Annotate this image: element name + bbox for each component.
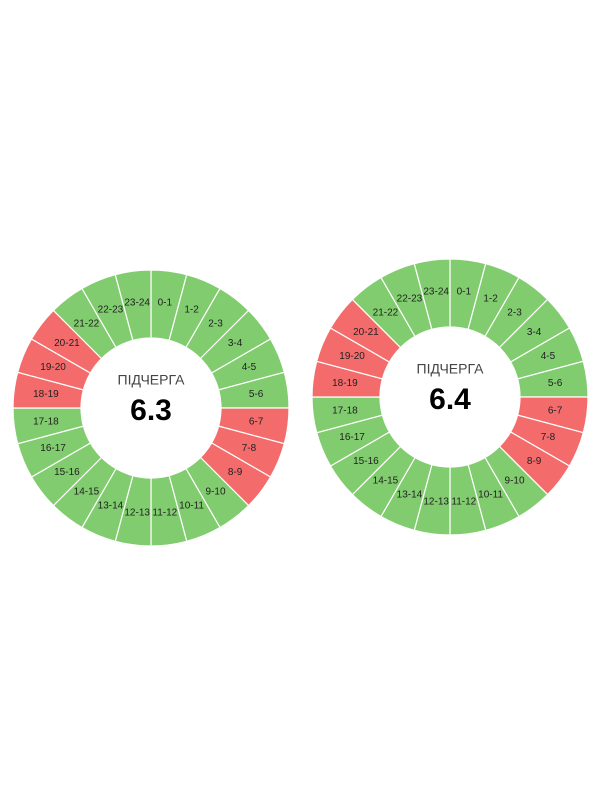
segment-label: 12-13 (423, 497, 449, 508)
segment-label: 0-1 (158, 298, 173, 309)
segment-label: 3-4 (228, 338, 243, 349)
segment (114, 269, 152, 342)
segment-label: 10-11 (179, 501, 204, 512)
segment-label: 18-19 (33, 389, 59, 400)
queue-number: 6.4 (429, 383, 471, 416)
segment-label: 5-6 (548, 378, 563, 389)
segment-label: 9-10 (206, 487, 226, 498)
segment-label: 17-18 (332, 405, 358, 416)
segment-label: 14-15 (373, 476, 399, 487)
segment-label: 4-5 (541, 351, 556, 362)
segment-label: 22-23 (98, 305, 124, 316)
segment-label: 1-2 (483, 294, 498, 305)
segment-label: 15-16 (353, 456, 379, 467)
sub-label: ПІДЧЕРГА (417, 361, 485, 377)
segment-label: 8-9 (228, 467, 243, 478)
donut: 0-1 1-2 2-3 3-4 4-5 5-6 6-7 7-8 8-99-1010-1111-1… (12, 269, 290, 547)
segment-label: 14-15 (74, 487, 100, 498)
segment-label: 11-12 (451, 497, 476, 508)
queue-number: 6.3 (130, 394, 172, 427)
segment-label: 21-22 (373, 308, 399, 319)
segment-label: 2-3 (507, 308, 522, 319)
segment-label: 16-17 (40, 443, 66, 454)
segment-label: 0-1 (457, 287, 472, 298)
segment-label: 17-18 (33, 416, 59, 427)
segment-label: 13-14 (98, 501, 124, 512)
segment-label: 18-19 (332, 378, 358, 389)
segment-label: 19-20 (339, 351, 365, 362)
segment-label: 2-3 (208, 319, 223, 330)
segment-label: 13-14 (397, 490, 423, 501)
segment-label: 23-24 (124, 298, 150, 309)
segment-label: 6-7 (249, 416, 264, 427)
segment-label: 11-12 (152, 508, 177, 519)
segment-label: 23-24 (423, 287, 449, 298)
sub-label: ПІДЧЕРГА (118, 372, 186, 388)
segment-label: 9-10 (505, 476, 525, 487)
segment-label: 20-21 (353, 327, 379, 338)
segment-label: 22-23 (397, 294, 423, 305)
segment-label: 5-6 (249, 389, 264, 400)
segment-label: 3-4 (527, 327, 542, 338)
segment-label: 12-13 (124, 508, 150, 519)
segment-label: 8-9 (527, 456, 542, 467)
segment-label: 6-7 (548, 405, 563, 416)
segment-label: 10-11 (478, 490, 503, 501)
segment-label: 21-22 (74, 319, 100, 330)
segment-label: 7-8 (541, 432, 556, 443)
segment (413, 258, 451, 331)
segment-label: 19-20 (40, 362, 66, 373)
segment-label: 4-5 (242, 362, 257, 373)
donut: 0-1 1-2 2-3 3-4 4-5 5-6 6-7 7-8 8-99-1010-1111-1… (311, 258, 589, 536)
segment-label: 7-8 (242, 443, 257, 454)
segment-label: 1-2 (184, 305, 199, 316)
segment-label: 16-17 (339, 432, 365, 443)
segment-label: 20-21 (54, 338, 80, 349)
segment-label: 15-16 (54, 467, 80, 478)
